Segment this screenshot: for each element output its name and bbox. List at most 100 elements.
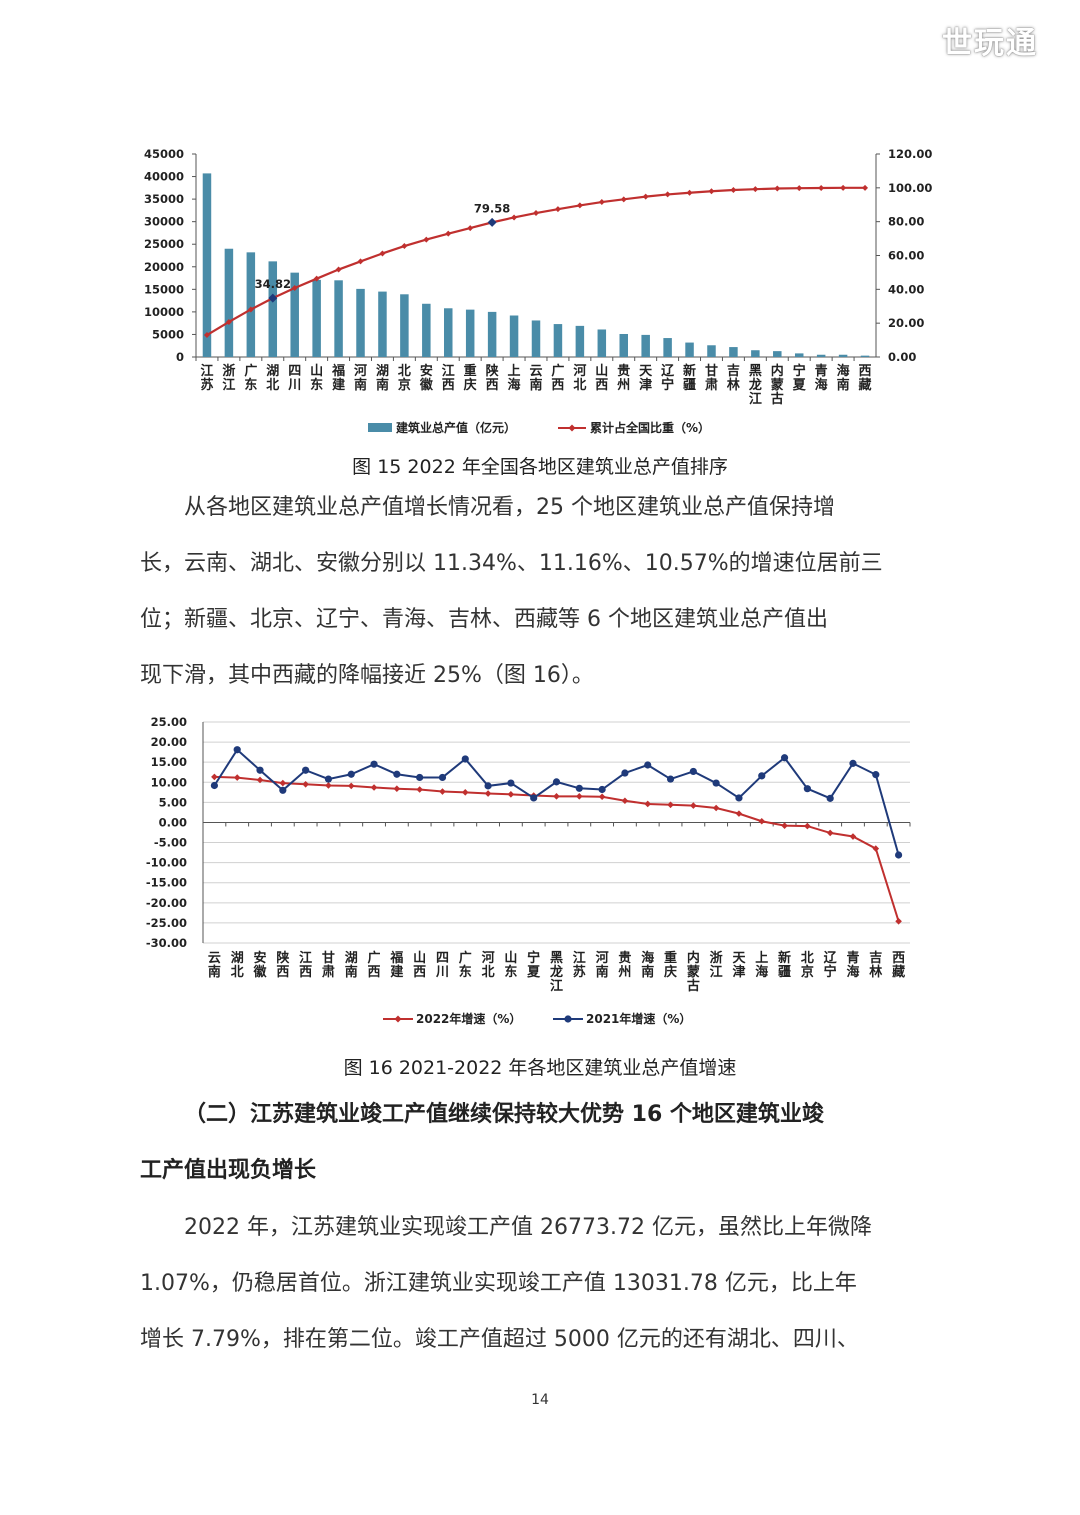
paragraph-2-line: 1.07%，仍稳居首位。浙江建筑业实现竣工产值 13031.78 亿元，比上年 bbox=[140, 1271, 857, 1296]
x-tick-label: 陕西 bbox=[276, 950, 290, 980]
y2-tick-label: 20.00 bbox=[888, 316, 924, 330]
x-tick-label: 吉林 bbox=[727, 364, 740, 393]
line-point bbox=[511, 214, 518, 221]
y-tick-label: 40000 bbox=[144, 170, 184, 184]
line-point bbox=[849, 833, 857, 840]
x-tick-label: 上海 bbox=[508, 364, 521, 393]
line-point bbox=[576, 202, 583, 209]
line-point bbox=[302, 766, 310, 774]
x-tick-label: 北京 bbox=[398, 364, 411, 393]
legend-marker bbox=[564, 1015, 572, 1023]
x-tick-label: 江西 bbox=[299, 950, 312, 980]
line-point bbox=[357, 258, 364, 265]
y-tick-label: -10.00 bbox=[146, 856, 187, 870]
bar bbox=[268, 261, 278, 357]
x-tick-label: 辽宁 bbox=[661, 364, 675, 393]
line-point bbox=[484, 782, 492, 790]
y-tick-label: 10000 bbox=[144, 305, 184, 319]
x-tick-label: 河北 bbox=[482, 950, 495, 980]
chart-figure-16: 25.00 20.00 15.00 10.00 5.00 0.00 -5.00 -10.00 -… bbox=[146, 715, 911, 1026]
line-point bbox=[487, 217, 497, 227]
line-point bbox=[620, 196, 627, 203]
bar bbox=[422, 303, 431, 357]
x-tick-label: 内蒙古 bbox=[771, 363, 784, 407]
paragraph-2-line: 增长 7.79%，排在第二位。竣工产值超过 5000 亿元的还有湖北、四川、 bbox=[140, 1327, 859, 1352]
y2-tick-label: 60.00 bbox=[888, 249, 924, 263]
line-point bbox=[774, 185, 781, 192]
y-tick-label: -25.00 bbox=[146, 916, 187, 930]
x-tick-label: 浙江 bbox=[222, 363, 235, 393]
line-point bbox=[598, 793, 606, 801]
x-tick-label: 宁夏 bbox=[526, 950, 541, 980]
y-tick-label: 5.00 bbox=[159, 795, 187, 809]
bar bbox=[531, 320, 541, 357]
x-tick-label: 重庆 bbox=[463, 363, 477, 393]
line-point bbox=[313, 275, 320, 282]
line-point bbox=[393, 770, 401, 778]
x-tick-label: 湖北 bbox=[266, 364, 279, 393]
y-tick-label: 15.00 bbox=[151, 755, 187, 769]
legend-label: 2021年增速（%） bbox=[586, 1011, 691, 1026]
line-point bbox=[872, 845, 880, 852]
line-point bbox=[894, 851, 903, 859]
line-point bbox=[644, 761, 652, 769]
series-line-cumulative bbox=[206, 186, 866, 336]
bar bbox=[794, 353, 804, 357]
line-point bbox=[279, 779, 287, 787]
x-tick-label: 青海 bbox=[846, 950, 859, 980]
line-point bbox=[575, 784, 583, 792]
bar bbox=[356, 288, 365, 357]
line-point bbox=[708, 188, 715, 195]
bar bbox=[378, 291, 387, 357]
y-tick-label: 30000 bbox=[144, 215, 184, 229]
line-point bbox=[598, 199, 605, 206]
x-tick-label: 西藏 bbox=[892, 951, 905, 980]
x-tick-label: 山西 bbox=[595, 363, 608, 393]
y-tick-label: 20.00 bbox=[151, 735, 187, 749]
legend-label: 累计占全国比重（%） bbox=[590, 420, 710, 435]
line-point bbox=[553, 793, 560, 800]
x-tick-label: 天津 bbox=[732, 951, 746, 980]
y-tick-label: 45000 bbox=[144, 147, 184, 161]
x-tick-label: 湖北 bbox=[231, 951, 244, 980]
line-point bbox=[621, 797, 629, 805]
line-point bbox=[484, 790, 492, 797]
line-point bbox=[279, 786, 287, 794]
line-point bbox=[203, 332, 210, 339]
line-point bbox=[416, 786, 423, 793]
line-point bbox=[507, 791, 515, 798]
x-tick-label: 广西 bbox=[368, 950, 381, 980]
y-tick-label: 25.00 bbox=[151, 715, 187, 729]
line-point bbox=[347, 770, 355, 778]
bar bbox=[729, 347, 738, 357]
line-point bbox=[461, 789, 469, 796]
line-point bbox=[370, 784, 378, 791]
line-point bbox=[664, 191, 671, 198]
x-tick-label: 安徽 bbox=[419, 363, 434, 393]
y-tick-label: 15000 bbox=[144, 282, 184, 296]
bar bbox=[773, 351, 782, 357]
line-point bbox=[642, 193, 649, 200]
line-point bbox=[401, 243, 408, 250]
x-tick-label: 山东 bbox=[504, 950, 517, 980]
x-tick-label: 福建 bbox=[389, 950, 403, 980]
bar bbox=[202, 173, 212, 357]
line-point bbox=[826, 794, 834, 802]
line-point bbox=[438, 773, 447, 782]
line-point bbox=[872, 771, 880, 779]
line-point bbox=[291, 284, 298, 291]
line-point bbox=[690, 802, 697, 809]
x-tick-label: 新疆 bbox=[778, 950, 791, 980]
paragraph-1-line: 现下滑，其中西藏的降幅接近 25%（图 16）。 bbox=[140, 663, 594, 688]
line-point bbox=[256, 776, 264, 784]
legend-marker bbox=[394, 1015, 402, 1023]
x-tick-label: 湖南 bbox=[345, 951, 358, 980]
x-tick-label: 青海 bbox=[815, 363, 828, 393]
section-heading-line: 工产值出现负增长 bbox=[140, 1158, 317, 1183]
paragraph-1-line: 长，云南、湖北、安徽分别以 11.34%、11.16%、10.57%的增速位居前… bbox=[140, 551, 883, 576]
section-heading-line: （二）江苏建筑业竣工产值继续保持较大优势 16 个地区建筑业竣 bbox=[184, 1102, 824, 1127]
y-tick-label: 20000 bbox=[144, 260, 184, 274]
line-point bbox=[211, 773, 218, 781]
line-point bbox=[445, 230, 452, 237]
bar bbox=[751, 350, 760, 357]
